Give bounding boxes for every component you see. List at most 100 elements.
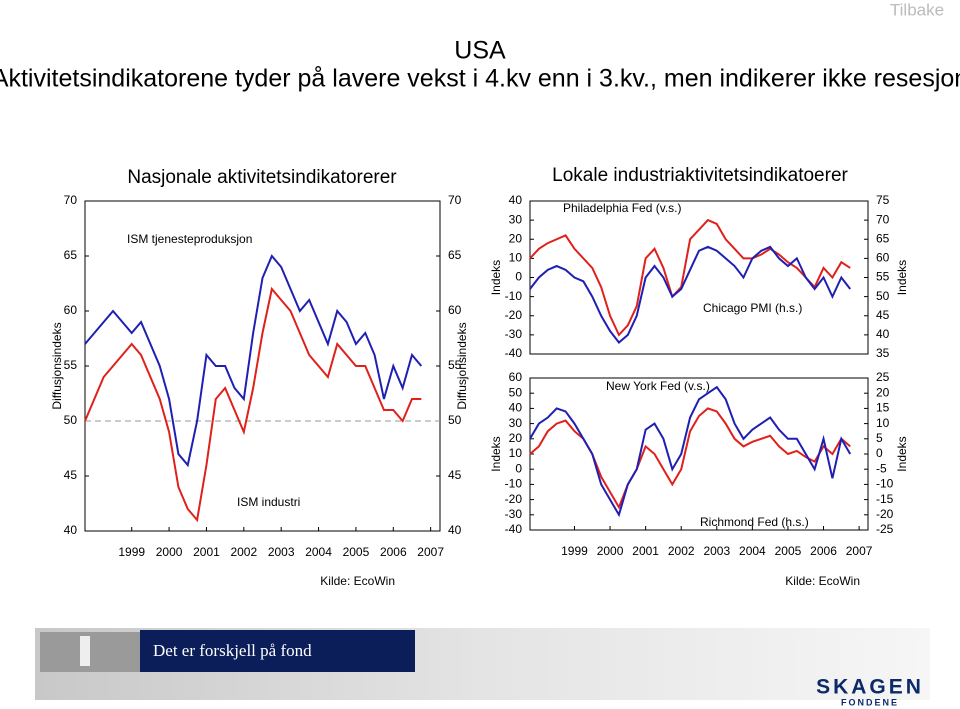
y-tick-label: 0 [515, 270, 522, 284]
y2-tick-label: 10 [876, 416, 890, 430]
slogan-box [140, 630, 415, 672]
y2-tick-label: 40 [448, 523, 462, 537]
plot-frame [529, 200, 869, 355]
y2-tick-label: -15 [876, 492, 894, 506]
y2-tick-label: 0 [876, 446, 883, 460]
y2-tick-label: 35 [876, 346, 890, 360]
y-tick-label: 50 [509, 385, 523, 399]
y-tick-label: 50 [64, 413, 78, 427]
y-tick-label: 30 [509, 212, 523, 226]
back-button[interactable]: Tilbake [890, 0, 944, 19]
x-tick-label: 2002 [230, 545, 257, 559]
x-tick-label: 2007 [846, 544, 873, 558]
y-tick-label: 10 [509, 446, 523, 460]
y-tick-label: 45 [64, 468, 78, 482]
y2-tick-label: 75 [876, 193, 890, 207]
x-tick-label: 2004 [739, 544, 766, 558]
y2-tick-label: 55 [448, 358, 462, 372]
series-label: Richmond Fed (h.s.) [700, 515, 809, 529]
series-line [529, 385, 852, 518]
y2-tick-label: -25 [876, 522, 894, 536]
y-tick-label: -30 [505, 327, 523, 341]
y-axis-label: Indeks [489, 436, 503, 471]
series-label: ISM tjenesteproduksjon [127, 232, 252, 246]
y-tick-label: 60 [64, 303, 78, 317]
series-line [84, 254, 423, 468]
brand-sub: FONDENE [841, 697, 899, 707]
y2-tick-label: 45 [448, 468, 462, 482]
series-label: ISM industri [237, 495, 300, 509]
y-axis-label: Indeks [489, 260, 503, 295]
y-tick-label: 40 [64, 523, 78, 537]
x-tick-label: 2000 [597, 544, 624, 558]
chart-title: Nasjonale aktivitetsindikatorerer [127, 167, 397, 188]
y-tick-label: 40 [509, 401, 523, 415]
y-axis-label: Diffusjonsindeks [50, 322, 64, 409]
x-tick-label: 2006 [380, 545, 407, 559]
lighthouse [80, 636, 90, 666]
slide-subtitle: Aktivitetsindikatorene tyder på lavere v… [0, 65, 960, 93]
y2-axis-label: Diffusjonsindeks [455, 322, 469, 409]
slogan: Det er forskjell på fond [153, 641, 312, 660]
plot-frame [84, 200, 441, 532]
slide-title: USA [454, 37, 506, 65]
series-line [84, 286, 422, 523]
series-label: Chicago PMI (h.s.) [703, 301, 802, 315]
y2-tick-label: -10 [876, 477, 894, 491]
y-tick-label: 10 [509, 251, 523, 265]
y2-tick-label: 40 [876, 327, 890, 341]
y-tick-label: -20 [505, 492, 523, 506]
x-tick-label: 2002 [668, 544, 695, 558]
y2-tick-label: 5 [876, 431, 883, 445]
y-tick-label: 20 [509, 231, 523, 245]
x-tick-label: 2007 [417, 545, 444, 559]
y2-tick-label: 65 [448, 248, 462, 262]
x-tick-label: 2001 [632, 544, 659, 558]
y2-axis-label: Indeks [895, 260, 909, 295]
chart-title: Lokale industriaktivitetsindikatoerer [552, 165, 848, 186]
y2-tick-label: 50 [448, 413, 462, 427]
y-tick-label: 55 [64, 358, 78, 372]
y-tick-label: 60 [509, 370, 523, 384]
y2-tick-label: 65 [876, 231, 890, 245]
y-tick-label: -10 [505, 477, 523, 491]
x-tick-label: 2006 [810, 544, 837, 558]
y-tick-label: 70 [64, 193, 78, 207]
series-line [529, 218, 851, 337]
y2-tick-label: 55 [876, 270, 890, 284]
source: Kilde: EcoWin [320, 574, 395, 588]
y2-tick-label: 20 [876, 385, 890, 399]
brand: SKAGEN [816, 676, 924, 699]
y2-tick-label: 60 [876, 251, 890, 265]
y-tick-label: 65 [64, 248, 78, 262]
y-tick-label: -40 [505, 522, 523, 536]
x-tick-label: 1999 [561, 544, 588, 558]
x-tick-label: 2005 [775, 544, 802, 558]
source: Kilde: EcoWin [785, 574, 860, 588]
y2-tick-label: 15 [876, 401, 890, 415]
y2-tick-label: -5 [876, 461, 887, 475]
y2-tick-label: -20 [876, 507, 894, 521]
series-line [529, 245, 852, 344]
x-tick-label: 2005 [343, 545, 370, 559]
series-line [529, 407, 851, 510]
y2-tick-label: 50 [876, 289, 890, 303]
x-tick-label: 1999 [118, 545, 145, 559]
y2-tick-label: 25 [876, 370, 890, 384]
y2-tick-label: 70 [448, 193, 462, 207]
y2-tick-label: 60 [448, 303, 462, 317]
x-tick-label: 2003 [703, 544, 730, 558]
y-tick-label: 40 [509, 193, 523, 207]
y-tick-label: 0 [515, 461, 522, 475]
y2-axis-label: Indeks [895, 436, 909, 471]
y2-tick-label: 70 [876, 212, 890, 226]
y-tick-label: -30 [505, 507, 523, 521]
x-tick-label: 2003 [268, 545, 295, 559]
series-label: New York Fed (v.s.) [606, 379, 710, 393]
y-tick-label: 30 [509, 416, 523, 430]
series-label: Philadelphia Fed (v.s.) [563, 201, 682, 215]
x-tick-label: 2000 [156, 545, 183, 559]
y-tick-label: 20 [509, 431, 523, 445]
y2-tick-label: 45 [876, 308, 890, 322]
